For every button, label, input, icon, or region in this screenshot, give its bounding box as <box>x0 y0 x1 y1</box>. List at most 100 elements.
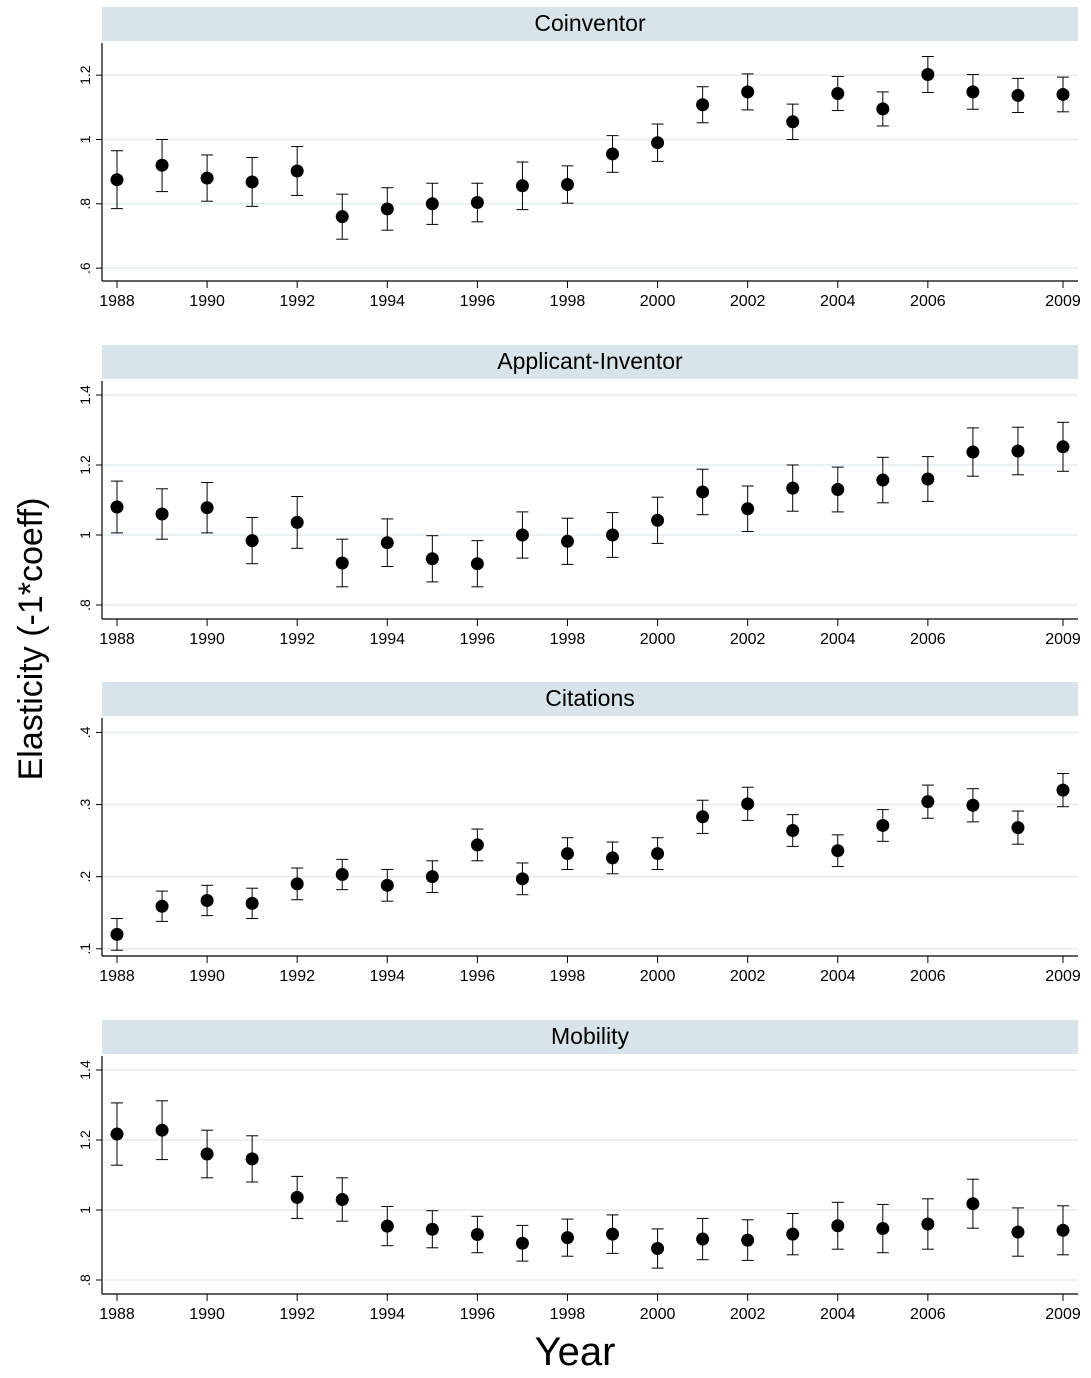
point-estimate <box>696 1232 710 1246</box>
point-estimate <box>606 528 620 542</box>
point-estimate <box>335 210 349 224</box>
panel-header <box>102 1020 1078 1054</box>
point-estimate <box>966 798 980 812</box>
point-estimate <box>470 557 484 571</box>
point-estimate <box>515 872 529 886</box>
point-estimate <box>966 85 980 99</box>
x-tick-label: 1994 <box>369 968 405 985</box>
x-tick-label: 1990 <box>189 968 225 985</box>
panel-header <box>102 7 1078 41</box>
point-estimate <box>245 534 259 548</box>
x-tick-label: 1988 <box>99 968 135 985</box>
panel-applicant-inventor: Applicant-Inventor .8 1 1.2 1.4 1988 1990 1992 1… <box>77 345 1081 648</box>
point-estimate <box>110 1127 124 1141</box>
x-tick-label: 2000 <box>640 293 676 310</box>
point-estimate <box>425 870 439 884</box>
x-tick-label: 1990 <box>189 1306 225 1323</box>
point-estimate <box>155 158 169 172</box>
panel-mobility: Mobility .8 1 1.2 1.4 1988 1990 1992 1994 1996 199… <box>77 1020 1081 1323</box>
point-estimate <box>110 173 124 187</box>
point-estimate <box>110 927 124 941</box>
point-estimate <box>200 171 214 185</box>
y-tick-label: .8 <box>77 198 93 210</box>
point-estimate <box>245 175 259 189</box>
point-estimate <box>831 86 845 100</box>
point-estimate <box>425 1222 439 1236</box>
point-estimate <box>876 102 890 116</box>
point-estimate <box>155 899 169 913</box>
x-tick-label: 1992 <box>279 968 315 985</box>
y-tick-label: .6 <box>77 262 93 274</box>
y-tick-label: .4 <box>77 726 93 738</box>
point-estimate <box>380 878 394 892</box>
point-estimate <box>560 847 574 861</box>
point-estimate <box>560 1231 574 1245</box>
y-tick-label: 1.4 <box>77 1060 93 1080</box>
y-tick-label: 1.2 <box>77 1130 93 1150</box>
point-estimate <box>155 507 169 521</box>
point-estimate <box>335 868 349 882</box>
point-estimate <box>155 1123 169 1137</box>
point-estimate <box>1056 87 1070 101</box>
point-estimate <box>966 1197 980 1211</box>
x-tick-label: 2004 <box>820 631 856 648</box>
point-estimate <box>606 851 620 865</box>
point-estimate <box>651 136 665 150</box>
panel-header <box>102 682 1078 716</box>
x-tick-label: 1992 <box>279 293 315 310</box>
panel-header <box>102 345 1078 379</box>
point-estimate <box>651 513 665 527</box>
point-estimate <box>1056 1223 1070 1237</box>
point-estimate <box>1011 821 1025 835</box>
point-estimate <box>470 196 484 210</box>
point-estimate <box>1011 1225 1025 1239</box>
x-tick-label: 2006 <box>910 1306 946 1323</box>
point-estimate <box>245 1152 259 1166</box>
point-estimate <box>831 483 845 496</box>
point-estimate <box>786 824 800 838</box>
x-tick-label: 2009 <box>1045 293 1081 310</box>
x-tick-label: 2006 <box>910 293 946 310</box>
point-estimate <box>696 485 710 499</box>
panel-title: Coinventor <box>534 10 646 36</box>
point-estimate <box>606 1227 620 1241</box>
point-estimate <box>921 795 935 809</box>
x-tick-label: 2006 <box>910 631 946 648</box>
panel-citations: Citations .1 .2 .3 .4 1988 1990 1992 1994 1996 199… <box>77 682 1081 985</box>
point-estimate <box>515 528 529 542</box>
x-tick-label: 1990 <box>189 293 225 310</box>
panel-title: Applicant-Inventor <box>497 348 683 374</box>
y-tick-label: .2 <box>77 871 93 883</box>
y-axis-title: Elasticity (-1*coeff) <box>12 498 50 781</box>
x-tick-label: 2009 <box>1045 631 1081 648</box>
point-estimate <box>290 164 304 178</box>
x-tick-label: 1996 <box>460 968 496 985</box>
point-estimate <box>380 202 394 216</box>
x-tick-label: 1994 <box>369 293 405 310</box>
point-estimate <box>606 147 620 161</box>
point-estimate <box>966 445 980 459</box>
x-tick-label: 1990 <box>189 631 225 648</box>
point-estimate <box>786 481 800 495</box>
point-estimate <box>200 501 214 515</box>
point-estimate <box>786 115 800 129</box>
x-tick-label: 2006 <box>910 968 946 985</box>
point-estimate <box>245 896 259 910</box>
x-tick-label: 1996 <box>460 293 496 310</box>
x-tick-label: 1998 <box>550 631 586 648</box>
x-tick-label: 1998 <box>550 1306 586 1323</box>
point-estimate <box>696 98 710 112</box>
y-tick-label: 1.4 <box>77 385 93 405</box>
point-estimate <box>741 502 755 516</box>
point-estimate <box>290 1190 304 1204</box>
x-tick-label: 1988 <box>99 631 135 648</box>
x-tick-label: 2000 <box>640 968 676 985</box>
point-estimate <box>470 838 484 852</box>
y-tick-label: .1 <box>77 943 93 955</box>
y-tick-label: 1 <box>77 1206 93 1214</box>
x-tick-label: 2004 <box>820 1306 856 1323</box>
x-axis-title: Year <box>535 1330 616 1374</box>
x-tick-label: 1994 <box>369 1306 405 1323</box>
point-estimate <box>831 844 845 858</box>
